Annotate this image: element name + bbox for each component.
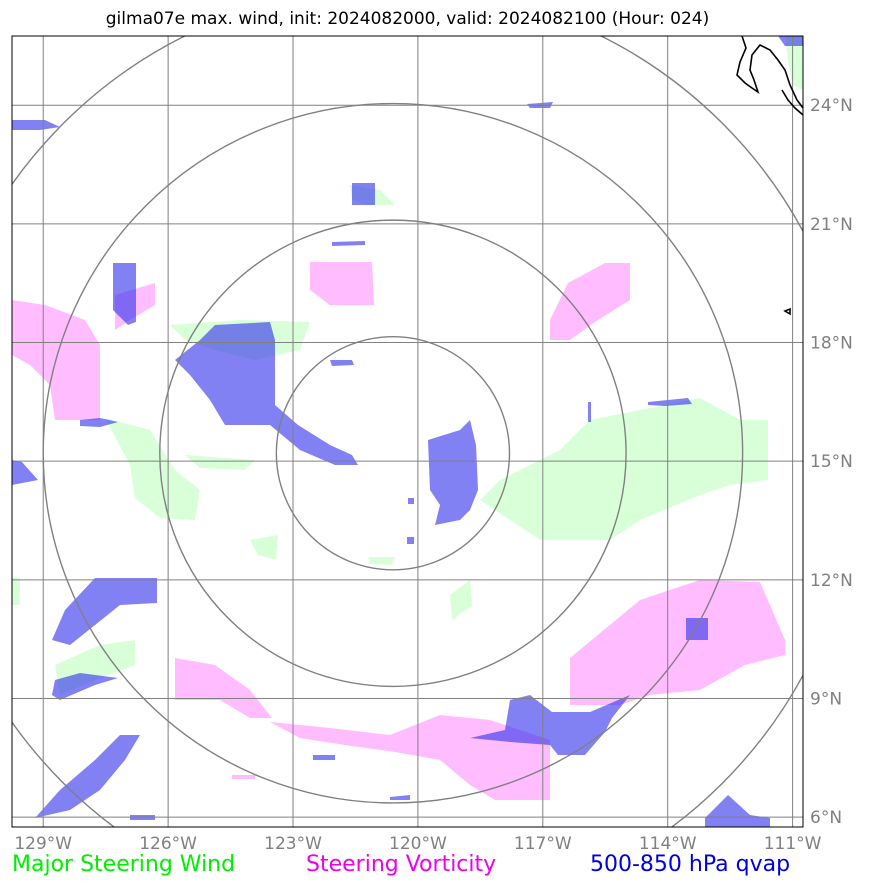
qvap-area — [352, 183, 375, 205]
steering-wind-area — [185, 455, 255, 470]
map-title: gilma07e max. wind, init: 2024082000, va… — [105, 9, 710, 29]
qvap-area — [12, 120, 60, 130]
steering-wind-area — [785, 36, 803, 90]
steering-vorticity-area — [570, 580, 785, 705]
longitude-tick-labels: 129°W 126°W 123°W 120°W 117°W 114°W 111°W — [14, 834, 821, 854]
longitude-tick-label: 129°W — [14, 834, 72, 854]
coastline — [736, 36, 803, 316]
qvap-area — [52, 673, 118, 700]
latitude-tick-label: 6°N — [810, 808, 842, 828]
legend-steering-vorticity: Steering Vorticity — [306, 852, 497, 877]
longitude-tick-label: 120°W — [389, 834, 447, 854]
qvap-area — [778, 36, 803, 46]
qvap-area — [686, 618, 708, 640]
latitude-tick-label: 24°N — [810, 96, 853, 116]
qvap-area — [313, 755, 335, 760]
longitude-tick-label: 117°W — [514, 834, 572, 854]
qvap-area — [175, 322, 358, 465]
steering-vorticity-area — [232, 775, 255, 779]
steering-wind-area — [480, 398, 768, 540]
steering-wind-area — [450, 580, 472, 620]
longitude-tick-label: 123°W — [264, 834, 322, 854]
steering-vorticity-area — [310, 262, 374, 305]
steering-wind-area — [12, 578, 20, 605]
qvap-area — [52, 578, 157, 645]
coastline-path — [736, 36, 803, 109]
steering-wind-area — [368, 557, 395, 565]
qvap-layer — [12, 36, 803, 827]
latitude-tick-label: 18°N — [810, 334, 853, 354]
qvap-area — [588, 402, 591, 422]
qvap-area — [35, 735, 140, 818]
qvap-area — [428, 420, 478, 525]
qvap-area — [408, 498, 414, 504]
steering-vorticity-area — [175, 658, 272, 718]
lat-lon-grid — [12, 36, 803, 827]
latitude-tick-labels: 6°N 9°N 12°N 15°N 18°N 21°N 24°N — [810, 96, 853, 828]
qvap-area — [12, 460, 38, 485]
longitude-tick-label: 111°W — [764, 834, 822, 854]
range-ring — [42, 102, 744, 804]
latitude-tick-label: 12°N — [810, 571, 853, 591]
plot-border — [11, 35, 804, 828]
range-ring — [275, 335, 511, 571]
latitude-tick-label: 21°N — [810, 215, 853, 235]
latitude-tick-label: 15°N — [810, 452, 853, 472]
qvap-area — [332, 241, 365, 246]
qvap-area — [80, 418, 118, 427]
qvap-area — [330, 360, 354, 366]
longitude-tick-label: 126°W — [139, 834, 197, 854]
steering-wind-area — [105, 418, 200, 520]
legend-steering-wind: Major Steering Wind — [12, 852, 236, 877]
latitude-tick-label: 9°N — [810, 689, 842, 709]
range-ring — [159, 219, 627, 688]
qvap-area — [113, 263, 136, 325]
qvap-area — [705, 795, 770, 827]
steering-wind-area — [250, 535, 278, 560]
steering-vorticity-area — [550, 263, 630, 340]
legend-qvap: 500-850 hPa qvap — [590, 852, 791, 877]
coastline-path — [781, 89, 803, 116]
qvap-area — [390, 795, 410, 800]
qvap-area — [648, 398, 692, 406]
qvap-area — [470, 695, 630, 755]
qvap-area — [407, 537, 414, 544]
island-outline — [783, 307, 791, 316]
longitude-tick-label: 114°W — [639, 834, 697, 854]
